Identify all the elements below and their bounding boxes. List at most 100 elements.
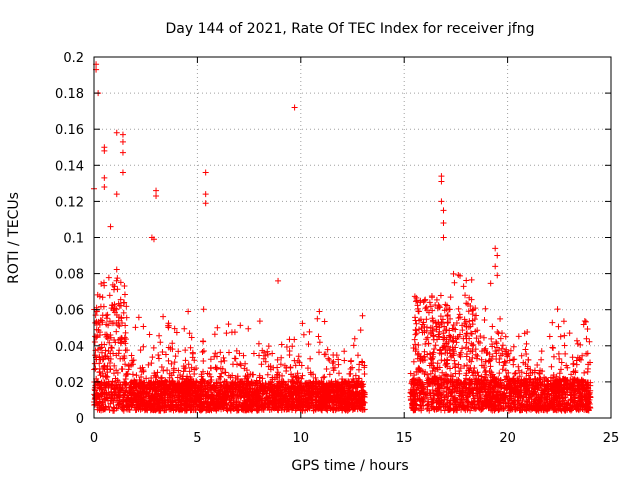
data-point (260, 349, 267, 356)
data-point (159, 348, 166, 355)
data-point (333, 352, 340, 359)
data-point (335, 370, 342, 377)
data-point (256, 318, 263, 325)
data-point (228, 394, 235, 401)
data-point (98, 280, 105, 287)
data-point (304, 365, 311, 372)
data-point (304, 404, 311, 411)
data-point (122, 340, 129, 347)
data-point (312, 374, 319, 381)
data-point (222, 378, 229, 385)
data-point (444, 319, 451, 326)
data-point (159, 400, 166, 407)
data-point (214, 324, 221, 331)
data-point (179, 387, 186, 394)
data-point (96, 332, 103, 339)
data-point (96, 293, 103, 300)
data-point (329, 360, 336, 367)
data-point (170, 365, 177, 372)
data-point (199, 391, 206, 398)
data-point (229, 372, 236, 379)
data-point (570, 361, 577, 368)
data-point (584, 325, 591, 332)
data-point (109, 320, 116, 327)
data-point (189, 354, 196, 361)
data-point (515, 333, 522, 340)
data-point (451, 279, 458, 286)
data-point (171, 359, 178, 366)
data-point (410, 358, 417, 365)
data-point (140, 367, 147, 374)
data-point (121, 299, 128, 306)
data-point (117, 279, 124, 286)
data-point (583, 335, 590, 342)
data-point (123, 314, 130, 321)
data-point (262, 358, 269, 365)
data-point (168, 360, 175, 367)
data-point (96, 360, 103, 367)
data-point (422, 341, 429, 348)
data-point (218, 358, 225, 365)
data-point (108, 344, 115, 351)
data-point (200, 306, 207, 313)
data-point (97, 303, 104, 310)
data-point (110, 350, 117, 357)
data-point (357, 327, 364, 334)
data-point (248, 380, 255, 387)
data-point (200, 338, 207, 345)
data-point (181, 365, 188, 372)
data-point (264, 371, 271, 378)
data-point (233, 347, 240, 354)
data-point (355, 366, 362, 373)
data-point (356, 361, 363, 368)
data-point (433, 296, 440, 303)
data-point (482, 305, 489, 312)
data-point (123, 303, 130, 310)
data-point (122, 322, 129, 329)
data-point (357, 380, 364, 387)
data-point (487, 357, 494, 364)
data-point (122, 361, 129, 368)
data-point (212, 350, 219, 357)
data-point (300, 331, 307, 338)
data-point (556, 370, 563, 377)
data-point (260, 386, 267, 393)
data-point (241, 384, 248, 391)
data-point (123, 380, 130, 387)
data-point (265, 343, 272, 350)
data-point (281, 362, 288, 369)
data-point (165, 357, 172, 364)
data-point (270, 394, 277, 401)
data-point (199, 349, 206, 356)
data-point (213, 366, 220, 373)
data-point (554, 306, 561, 313)
data-point (361, 370, 368, 377)
data-point (119, 366, 126, 373)
data-point (162, 351, 169, 358)
data-point (573, 357, 580, 364)
data-point (172, 353, 179, 360)
data-point (476, 340, 483, 347)
data-point (116, 323, 123, 330)
data-point (114, 275, 121, 282)
data-point (427, 303, 434, 310)
data-point (321, 373, 328, 380)
data-point (349, 364, 356, 371)
data-point (278, 354, 285, 361)
data-point (218, 370, 225, 377)
data-point (330, 358, 337, 365)
data-point (431, 345, 438, 352)
data-point (117, 296, 124, 303)
data-point (269, 374, 276, 381)
data-point (538, 356, 545, 363)
data-point (473, 312, 480, 319)
data-point (260, 355, 267, 362)
data-point (121, 291, 128, 298)
data-point (463, 277, 470, 284)
data-point (232, 355, 239, 362)
data-point (236, 350, 243, 357)
data-point (307, 355, 314, 362)
data-point (105, 348, 112, 355)
data-point (358, 358, 365, 365)
